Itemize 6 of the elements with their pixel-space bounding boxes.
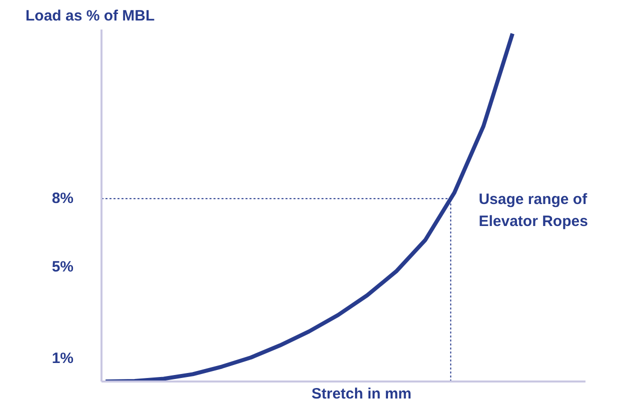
y-tick-label: 5% (52, 258, 74, 276)
x-axis-title: Stretch in mm (311, 386, 412, 402)
y-axis-title: Load as % of MBL (26, 8, 155, 24)
y-tick-label: 8% (52, 190, 74, 208)
y-tick-label: 1% (52, 350, 74, 368)
annotation: Usage range of Elevator Ropes (478, 191, 588, 230)
